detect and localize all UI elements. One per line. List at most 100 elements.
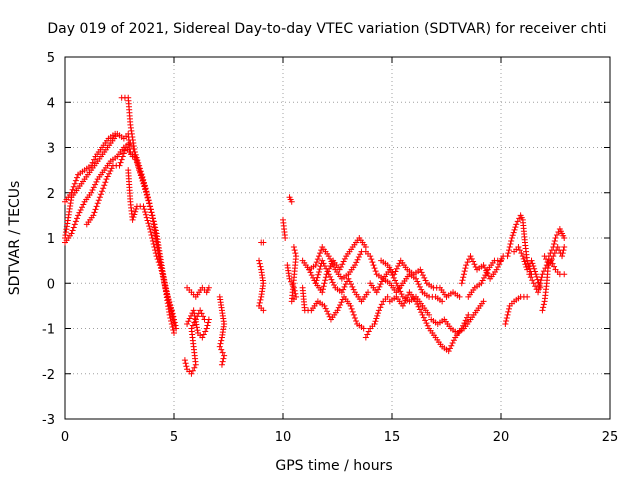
x-tick-label: 20: [493, 430, 510, 445]
data-point: [200, 331, 207, 338]
data-point: [508, 235, 515, 241]
data-point: [448, 342, 455, 349]
data-point: [186, 315, 193, 322]
data-point: [527, 274, 534, 281]
data-point: [375, 310, 382, 317]
data-point: [323, 265, 330, 272]
data-point: [369, 259, 376, 266]
data-point: [153, 253, 160, 260]
data-point: [135, 159, 142, 166]
data-point: [192, 315, 199, 322]
data-point: [401, 300, 408, 307]
data-point: [291, 247, 298, 254]
data-point: [168, 320, 175, 327]
data-point: [148, 209, 155, 216]
data-point: [129, 216, 136, 223]
data-point: [371, 265, 378, 272]
data-point: [129, 153, 136, 160]
data-point: [200, 313, 207, 320]
x-tick-label: 5: [170, 430, 178, 445]
data-point: [505, 250, 512, 257]
data-point: [313, 259, 320, 266]
data-point: [378, 301, 385, 308]
data-point: [315, 271, 322, 278]
data-point: [365, 289, 372, 296]
data-point: [415, 303, 422, 310]
data-point: [131, 149, 138, 156]
data-point: [204, 322, 211, 329]
data-point: [106, 170, 113, 177]
data-point: [142, 208, 149, 215]
y-tick-label: 3: [47, 142, 55, 157]
data-point: [260, 307, 267, 314]
data-point: [529, 277, 536, 284]
data-point: [561, 271, 568, 278]
data-point: [319, 286, 326, 293]
data-point: [76, 209, 83, 216]
data-point: [90, 212, 97, 219]
x-axis-label: GPS time / hours: [275, 458, 392, 474]
y-tick-label: 0: [47, 277, 55, 292]
data-point: [551, 241, 558, 248]
data-point: [151, 244, 158, 251]
data-point: [463, 314, 470, 321]
data-point: [145, 220, 152, 227]
data-point: [88, 189, 95, 196]
data-point: [93, 178, 100, 185]
data-point: [191, 364, 198, 371]
data-point: [134, 157, 141, 164]
data-point: [193, 324, 200, 331]
data-point: [402, 297, 409, 304]
data-point: [260, 239, 267, 246]
data-point: [505, 308, 512, 315]
data-point: [439, 298, 446, 305]
data-point: [257, 296, 264, 303]
data-point: [377, 304, 384, 311]
data-point: [371, 320, 378, 327]
data-point: [328, 276, 335, 283]
data-point: [494, 263, 501, 270]
data-point: [89, 187, 96, 194]
y-tick-label: -1: [42, 323, 55, 338]
data-point: [218, 361, 225, 368]
data-point: [463, 262, 470, 269]
data-point: [320, 260, 327, 267]
data-point: [372, 318, 379, 325]
data-point: [334, 307, 341, 314]
data-point: [543, 256, 550, 263]
data-point: [68, 189, 75, 196]
data-point: [548, 256, 555, 263]
data-point: [324, 268, 331, 275]
x-tick-label: 0: [61, 430, 69, 445]
data-point: [524, 266, 531, 273]
data-point: [532, 268, 539, 275]
data-point: [168, 317, 175, 324]
data-point: [351, 262, 358, 269]
data-point: [218, 346, 225, 353]
data-point: [167, 314, 174, 321]
data-point: [508, 238, 515, 245]
data-point: [535, 286, 542, 293]
data-point: [507, 241, 514, 248]
data-point: [478, 280, 485, 287]
data-point: [375, 286, 382, 293]
data-point: [146, 200, 153, 207]
data-point: [528, 257, 535, 264]
data-point: [561, 235, 568, 241]
data-point: [551, 263, 558, 270]
data-point: [493, 266, 500, 273]
data-point: [218, 337, 225, 344]
data-point: [355, 254, 362, 261]
data-point: [143, 214, 150, 221]
data-point: [539, 271, 546, 278]
data-point: [149, 235, 156, 241]
data-point: [480, 298, 487, 305]
data-point: [349, 283, 356, 290]
data-point: [398, 291, 405, 298]
data-point: [138, 171, 145, 178]
data-point: [350, 311, 357, 318]
data-point: [256, 260, 263, 267]
data-point: [73, 174, 80, 181]
data-point: [461, 268, 468, 275]
